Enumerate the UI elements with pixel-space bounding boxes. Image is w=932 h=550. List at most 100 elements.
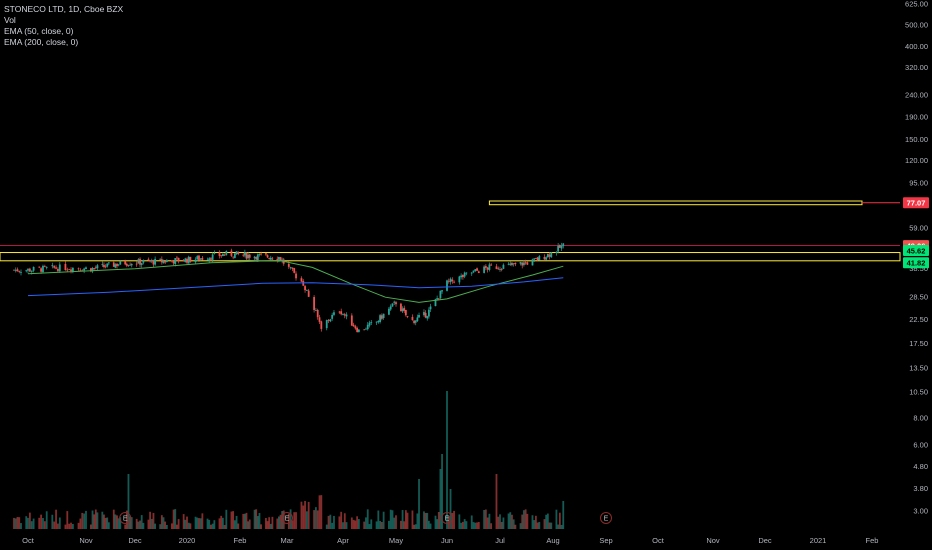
candle-body [365, 328, 367, 330]
volume-bar [154, 523, 157, 529]
candle-body [32, 266, 35, 271]
volume-bar [42, 517, 44, 529]
candle-body [358, 329, 360, 332]
symbol-title[interactable]: STONECO LTD, 1D, Cboe BZX [4, 4, 124, 14]
candle-body [535, 258, 537, 259]
candle-body [483, 266, 485, 273]
volume-bar [162, 517, 165, 529]
volume-bar [426, 512, 429, 529]
candle-body [329, 319, 332, 322]
volume-bar [315, 507, 317, 529]
candle-body [287, 263, 290, 267]
candle-body [116, 263, 118, 266]
candle-body [248, 254, 251, 258]
chart-legend: STONECO LTD, 1D, Cboe BZX Vol EMA (50, c… [4, 4, 123, 48]
legend-vol[interactable]: Vol [4, 15, 16, 25]
legend-ema200[interactable]: EMA (200, close, 0) [4, 37, 79, 47]
volume-bar [446, 391, 448, 529]
volume-bar [245, 512, 248, 529]
candle-body [106, 263, 109, 267]
volume-bar [499, 514, 501, 529]
volume-bar [325, 524, 328, 529]
candle-body [524, 262, 527, 264]
time-axis[interactable]: Oct Nov Dec 2020 Feb Mar Apr May Jun Jul Aug Sep Oct… [22, 536, 878, 545]
candle-body [545, 257, 548, 260]
volume-bar [395, 515, 397, 529]
volume-bar [389, 509, 392, 529]
candle-body [18, 271, 21, 272]
volume-bar [449, 489, 452, 529]
volume-bar [177, 519, 180, 529]
candle-body [526, 262, 529, 265]
volume-bar [206, 518, 209, 529]
candle-body [368, 322, 371, 326]
volume-bar [32, 518, 35, 529]
volume-bar [548, 522, 551, 529]
candle-body [446, 280, 448, 291]
y-tick-label: 17.50 [909, 339, 928, 348]
volume-bar [55, 509, 57, 529]
volume-bar [382, 511, 385, 529]
volume-bar [268, 517, 271, 529]
volume-bar [182, 514, 185, 529]
y-tick-label: 6.00 [913, 441, 928, 450]
volume-bar [462, 521, 464, 529]
volume-bar [28, 512, 31, 529]
candle-body [30, 270, 33, 272]
candle-body [196, 256, 199, 260]
volume-bar [77, 522, 80, 529]
volume-bar [368, 524, 371, 529]
candle-body [279, 257, 282, 261]
volume-bar [302, 505, 305, 529]
volume-bar [139, 520, 141, 529]
volume-bar [265, 517, 267, 529]
volume-bar [293, 512, 296, 529]
candlesticks [13, 242, 565, 333]
volume-bar [18, 517, 21, 529]
price-axis[interactable]: 625.00 500.00 400.00 320.00 240.00 190.00 150.… [905, 0, 928, 516]
volume-bar [107, 522, 110, 529]
x-tick-label: Feb [866, 536, 879, 545]
volume-bar [187, 522, 190, 529]
candle-body [316, 309, 319, 318]
x-tick-label: Oct [22, 536, 35, 545]
volume-bar [356, 516, 359, 529]
volume-bar [557, 524, 560, 529]
candle-body [550, 252, 553, 258]
candle-body [304, 286, 306, 291]
candle-body [90, 268, 92, 272]
volume-bar [329, 514, 332, 529]
candle-body [42, 265, 44, 273]
candle-body [363, 329, 366, 331]
volume-bar [411, 510, 414, 529]
volume-bar [147, 519, 150, 529]
candle-body [237, 251, 240, 254]
volume-bar [13, 517, 15, 529]
volume-bar [137, 521, 140, 529]
volume-bar [458, 514, 461, 529]
candle-body [16, 269, 19, 272]
legend-ema50[interactable]: EMA (50, close, 0) [4, 26, 74, 36]
candle-body [127, 265, 130, 267]
volume-bar [16, 517, 19, 529]
candle-body [140, 263, 143, 265]
candle-body [507, 263, 510, 265]
volume-bar [119, 517, 122, 529]
candle-body [327, 319, 330, 321]
volume-bar [223, 524, 226, 529]
candle-body [174, 258, 177, 264]
candle-body [434, 299, 437, 307]
candle-body [318, 317, 321, 322]
volume-bar [379, 521, 381, 529]
x-tick-label: Dec [128, 536, 142, 545]
earnings-marker-label: E [604, 516, 609, 523]
candle-body [176, 257, 178, 259]
candle-body [51, 265, 54, 267]
volume-bar [543, 519, 546, 529]
candle-body [253, 256, 256, 259]
volume-bar [25, 516, 28, 529]
candle-body [350, 315, 353, 326]
candle-body [411, 317, 414, 321]
candle-body [164, 261, 167, 263]
